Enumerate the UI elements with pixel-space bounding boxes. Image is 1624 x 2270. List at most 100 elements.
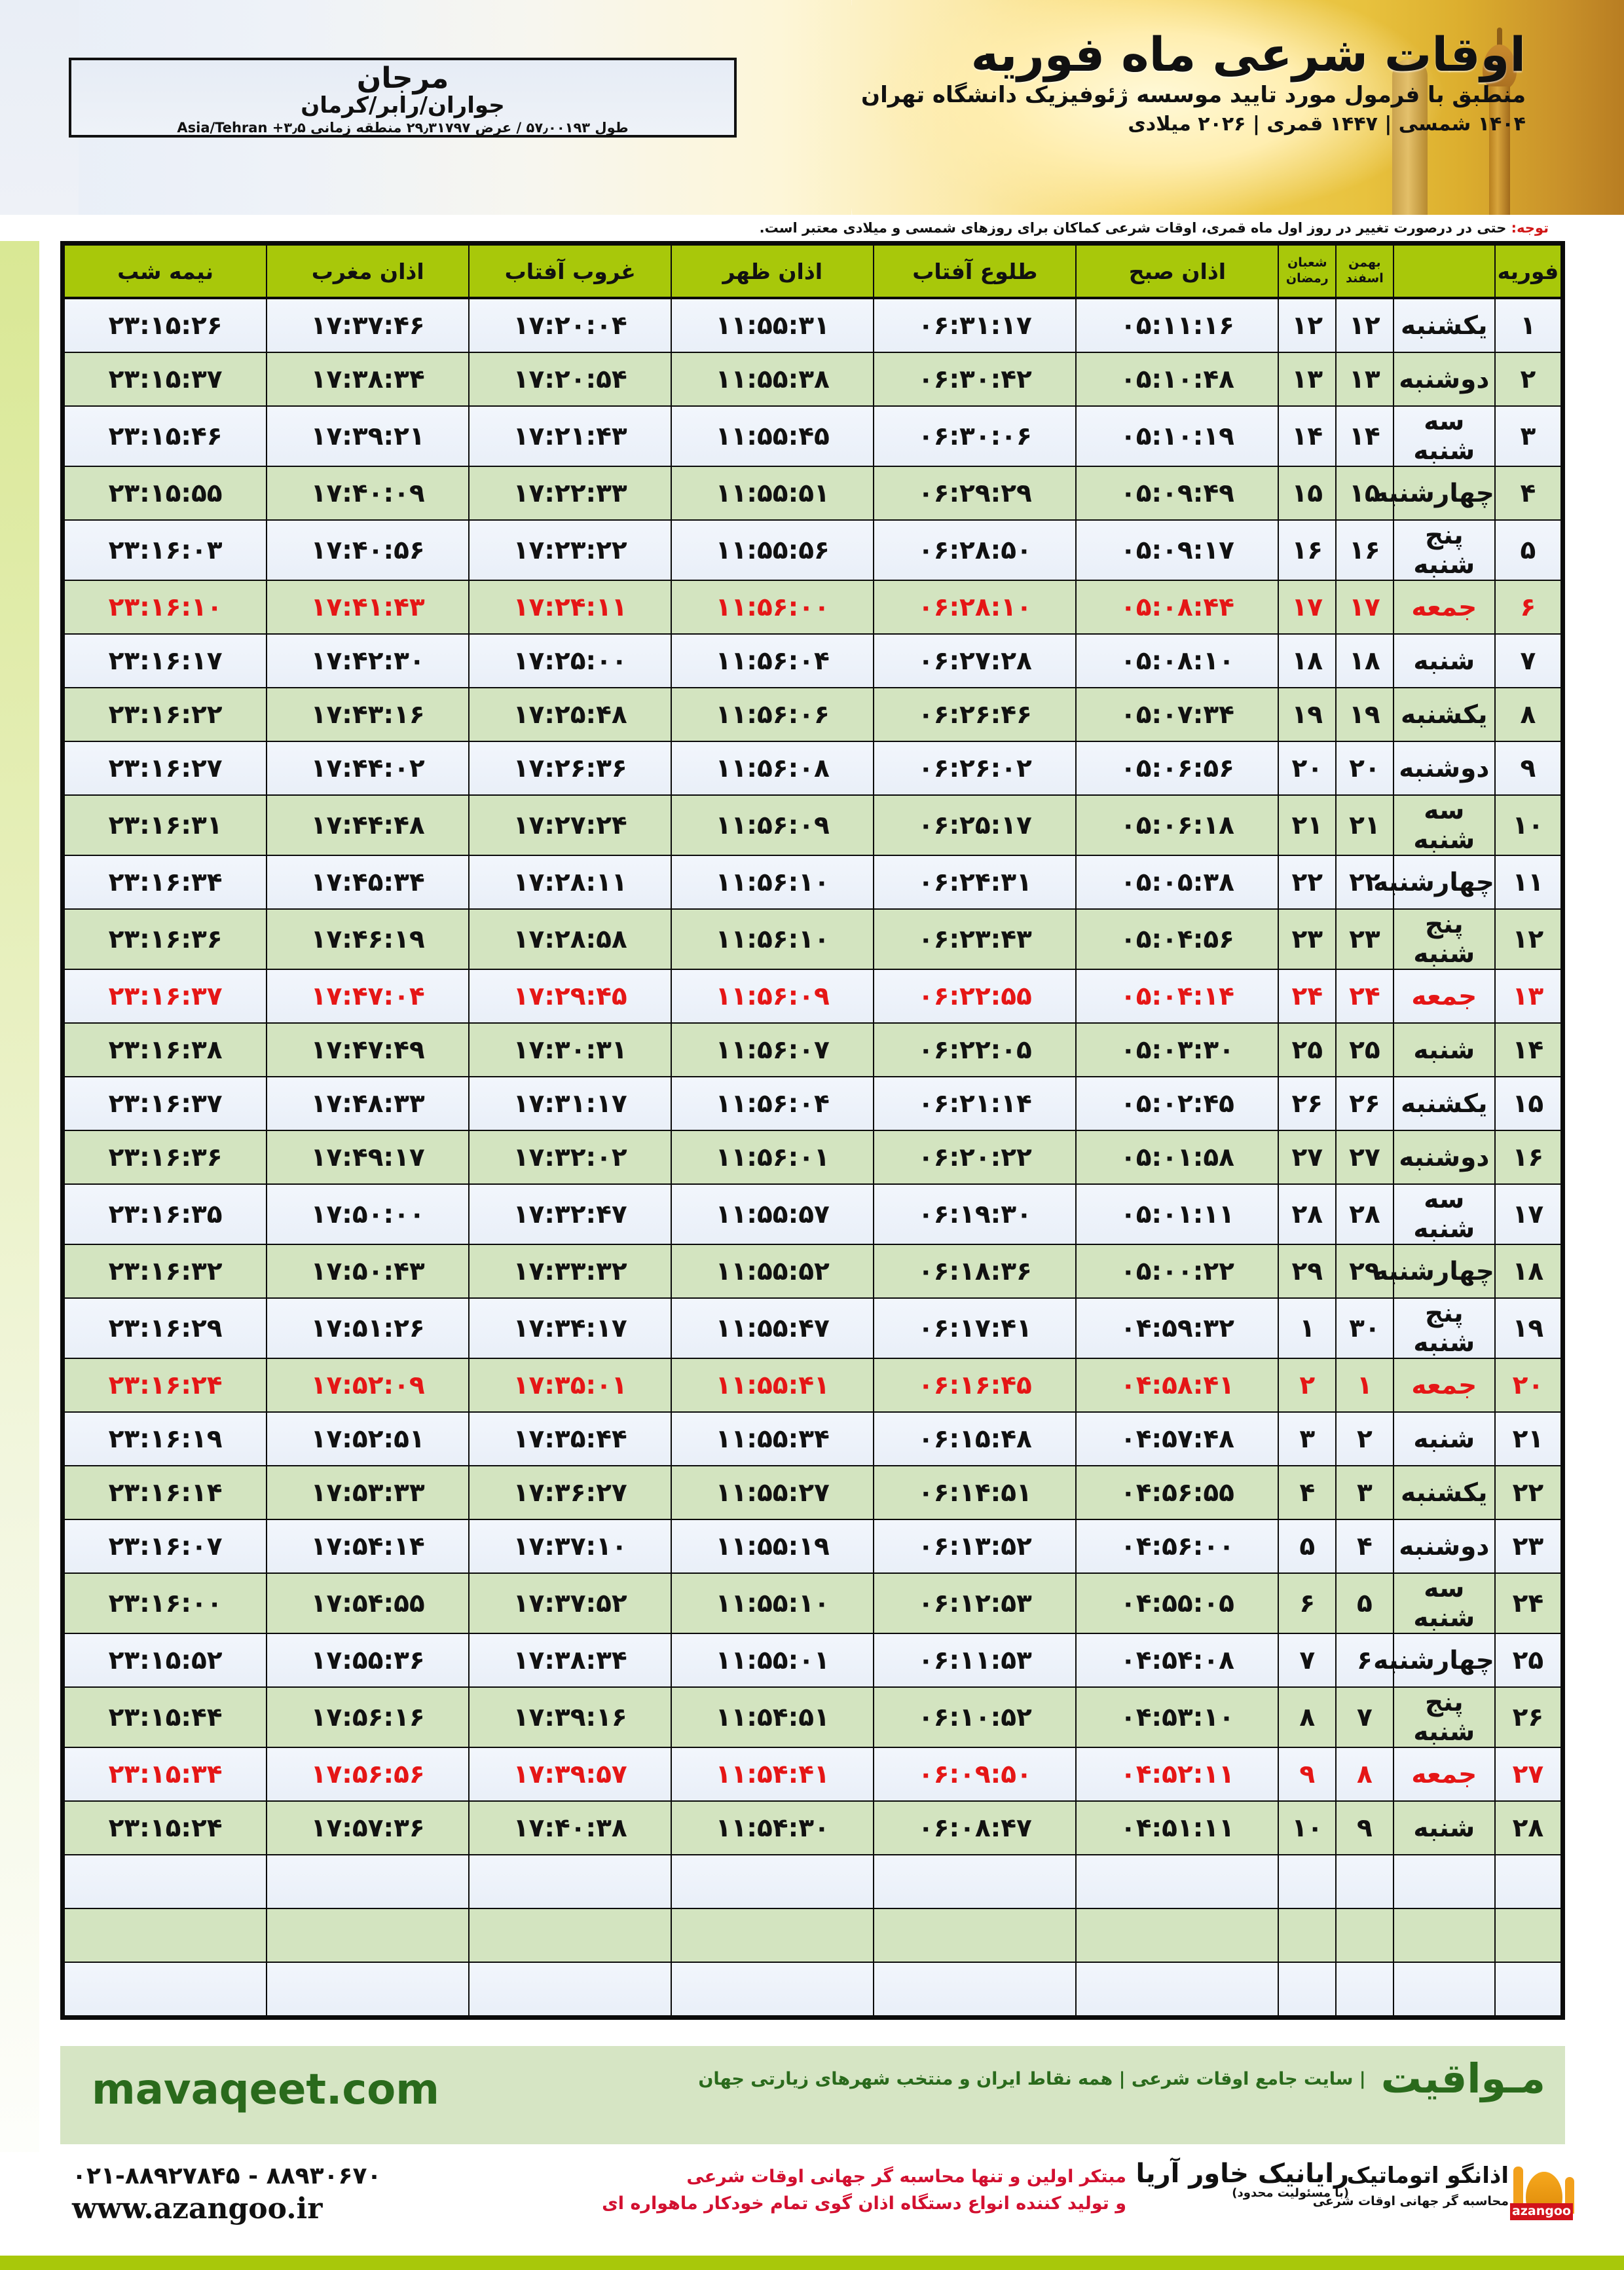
sunrise-time: ۰۶:۱۶:۴۵ xyxy=(873,1358,1077,1413)
maghrib-time: ۱۷:۴۹:۱۷ xyxy=(266,1130,470,1185)
lunar-day: ۱۰ xyxy=(1278,1800,1337,1855)
sunset-time: ۱۷:۳۳:۳۲ xyxy=(468,1244,673,1299)
fajr-time: ۰۵:۱۰:۴۸ xyxy=(1075,352,1280,407)
dhuhr-time: ۱۱:۵۶:۰۹ xyxy=(671,794,875,856)
fajr-time: ۰۴:۵۶:۰۰ xyxy=(1075,1519,1280,1574)
maghrib-time: ۱۷:۵۰:۴۳ xyxy=(266,1244,470,1299)
maghrib-time: ۱۷:۵۷:۳۶ xyxy=(266,1800,470,1855)
lunar-day: ۱۲ xyxy=(1278,297,1337,353)
sunrise-time: ۰۶:۲۲:۰۵ xyxy=(873,1022,1077,1077)
table-row: ۸ یکشنبه ۱۹ ۱۹ ۰۵:۰۷:۳۴ ۰۶:۲۶:۴۶ ۱۱:۵۶:۰۶ ۱۷:۲۵… xyxy=(63,687,1562,742)
footer-contact-block: ۰۲۱-۸۸۹۲۷۸۴۵ - ۸۸۹۳۰۶۷۰ www.azangoo.ir xyxy=(72,2163,381,2225)
table-row: ۲ دوشنبه ۱۳ ۱۳ ۰۵:۱۰:۴۸ ۰۶:۳۰:۴۲ ۱۱:۵۵:۳۸ ۱۷:۲۰… xyxy=(63,352,1562,407)
fajr-time: ۰۵:۰۲:۴۵ xyxy=(1075,1076,1280,1131)
sunrise-time: ۰۶:۱۵:۴۸ xyxy=(873,1411,1077,1466)
sunrise-time: ۰۶:۲۳:۴۳ xyxy=(873,908,1077,970)
sunset-time: ۱۷:۳۴:۱۷ xyxy=(468,1297,673,1359)
footer-website-link[interactable]: www.azangoo.ir xyxy=(72,2192,323,2225)
mosque-icon: azangoo xyxy=(1510,2157,1574,2220)
empty-cell xyxy=(873,1908,1077,1963)
weekday-name: چهارشنبه xyxy=(1373,1244,1496,1299)
promo-tagline: | سایت جامع اوقات شرعی | همه نقاط ایران … xyxy=(698,2068,1366,2089)
dhuhr-time: ۱۱:۵۴:۳۰ xyxy=(671,1800,875,1855)
dhuhr-time: ۱۱:۵۵:۵۱ xyxy=(671,466,875,521)
col-header-dhuhr: اذان ظهر xyxy=(671,244,875,299)
day-number: ۲۳ xyxy=(1494,1519,1562,1574)
empty-cell xyxy=(266,1854,470,1909)
city-info-box: مرجان جواران/رابر/کرمان طول ۵۷٫۰۰۱۹۳ / ع… xyxy=(69,58,737,138)
sunset-time: ۱۷:۳۱:۱۷ xyxy=(468,1076,673,1131)
lunar-day: ۲۹ xyxy=(1278,1244,1337,1299)
site-promo-banner: مـواقیت | سایت جامع اوقات شرعی | همه نقا… xyxy=(60,2046,1565,2144)
city-name: مرجان xyxy=(356,62,449,95)
midnight-time: ۲۳:۱۵:۵۵ xyxy=(63,466,268,521)
note-row: توجه: حتی در درصورت تغییر در روز اول ماه… xyxy=(0,215,1624,241)
note-text: توجه: حتی در درصورت تغییر در روز اول ماه… xyxy=(760,215,1549,241)
rayanic-logo[interactable]: رایانیک خاور آریا (با مسئولیت محدود) xyxy=(1136,2159,1349,2231)
day-number: ۱۲ xyxy=(1494,908,1562,970)
promo-domain-link[interactable]: mavaqeet.com xyxy=(92,2066,439,2114)
solar-day: ۱۴ xyxy=(1335,405,1394,467)
page-title: اوقات شرعی ماه فوریه xyxy=(970,27,1526,82)
city-region-path: جواران/رابر/کرمان xyxy=(301,92,505,119)
fajr-time: ۰۵:۰۵:۳۸ xyxy=(1075,855,1280,910)
midnight-time: ۲۳:۱۶:۳۸ xyxy=(63,1022,268,1077)
col-header-lunar-month: شعبان رمضان xyxy=(1278,244,1337,299)
day-number: ۱۱ xyxy=(1494,855,1562,910)
midnight-time: ۲۳:۱۵:۳۷ xyxy=(63,352,268,407)
maghrib-time: ۱۷:۳۹:۲۱ xyxy=(266,405,470,467)
dhuhr-time: ۱۱:۵۶:۰۴ xyxy=(671,633,875,688)
lunar-day: ۲۶ xyxy=(1278,1076,1337,1131)
empty-cell xyxy=(1278,1908,1337,1963)
lunar-day: ۱ xyxy=(1278,1297,1337,1359)
table-row: ۳ سه شنبه ۱۴ ۱۴ ۰۵:۱۰:۱۹ ۰۶:۳۰:۰۶ ۱۱:۵۵:۴۵ ۱۷:۲… xyxy=(63,405,1562,467)
sunrise-time: ۰۶:۲۸:۵۰ xyxy=(873,519,1077,581)
maghrib-time: ۱۷:۴۰:۵۶ xyxy=(266,519,470,581)
solar-day: ۹ xyxy=(1335,1800,1394,1855)
sunrise-time: ۰۶:۱۷:۴۱ xyxy=(873,1297,1077,1359)
sunrise-time: ۰۶:۱۹:۳۰ xyxy=(873,1183,1077,1245)
azangoo-logo[interactable]: azangoo اذانگو اتوماتیک محاسبه گر جهانی … xyxy=(1313,2156,1577,2235)
bottom-accent-stripe xyxy=(0,2256,1624,2270)
midnight-time: ۲۳:۱۶:۲۲ xyxy=(63,687,268,742)
day-number: ۸ xyxy=(1494,687,1562,742)
maghrib-time: ۱۷:۳۷:۴۶ xyxy=(266,297,470,353)
empty-cell xyxy=(1278,1962,1337,2017)
weekday-name: یکشنبه xyxy=(1392,687,1496,742)
empty-cell xyxy=(1075,1854,1280,1909)
empty-cell xyxy=(63,1962,268,2017)
page-subtitle: منطبق با فرمول مورد تایید موسسه ژئوفیزیک… xyxy=(861,81,1526,108)
weekday-name: پنج شنبه xyxy=(1392,1686,1496,1748)
note-body: حتی در درصورت تغییر در روز اول ماه قمری،… xyxy=(759,220,1507,236)
dhuhr-time: ۱۱:۵۵:۱۰ xyxy=(671,1572,875,1634)
solar-day: ۳ xyxy=(1335,1465,1394,1520)
lunar-day: ۱۷ xyxy=(1278,580,1337,635)
empty-cell xyxy=(1494,1854,1562,1909)
empty-cell xyxy=(1075,1908,1280,1963)
table-row: ۲۳ دوشنبه ۴ ۵ ۰۴:۵۶:۰۰ ۰۶:۱۳:۵۲ ۱۱:۵۵:۱۹ ۱۷:۳۷:… xyxy=(63,1519,1562,1574)
maghrib-time: ۱۷:۵۱:۲۶ xyxy=(266,1297,470,1359)
col-header-fajr: اذان صبح xyxy=(1075,244,1280,299)
lunar-day: ۲۸ xyxy=(1278,1183,1337,1245)
empty-cell xyxy=(468,1908,673,1963)
day-number: ۱۴ xyxy=(1494,1022,1562,1077)
day-number: ۱۷ xyxy=(1494,1183,1562,1245)
fajr-time: ۰۵:۱۰:۱۹ xyxy=(1075,405,1280,467)
lunar-day: ۲۴ xyxy=(1278,969,1337,1024)
fajr-time: ۰۵:۰۴:۱۴ xyxy=(1075,969,1280,1024)
fajr-time: ۰۴:۵۲:۱۱ xyxy=(1075,1747,1280,1802)
weekday-name: سه شنبه xyxy=(1392,405,1496,467)
maghrib-time: ۱۷:۵۰:۰۰ xyxy=(266,1183,470,1245)
fajr-time: ۰۵:۰۳:۳۰ xyxy=(1075,1022,1280,1077)
lunar-day: ۱۴ xyxy=(1278,405,1337,467)
midnight-time: ۲۳:۱۶:۲۷ xyxy=(63,741,268,796)
page-footer: azangoo اذانگو اتوماتیک محاسبه گر جهانی … xyxy=(0,2152,1624,2270)
sunset-time: ۱۷:۳۷:۵۲ xyxy=(468,1572,673,1634)
empty-cell xyxy=(1278,1854,1337,1909)
sunset-time: ۱۷:۳۶:۲۷ xyxy=(468,1465,673,1520)
weekday-name: یکشنبه xyxy=(1392,297,1496,353)
sunset-time: ۱۷:۲۳:۲۲ xyxy=(468,519,673,581)
footer-claim-line-1: مبتکر اولین و تنها محاسبه گر جهانی اوقات… xyxy=(686,2167,1126,2187)
fajr-time: ۰۵:۰۴:۵۶ xyxy=(1075,908,1280,970)
fajr-time: ۰۵:۰۱:۱۱ xyxy=(1075,1183,1280,1245)
